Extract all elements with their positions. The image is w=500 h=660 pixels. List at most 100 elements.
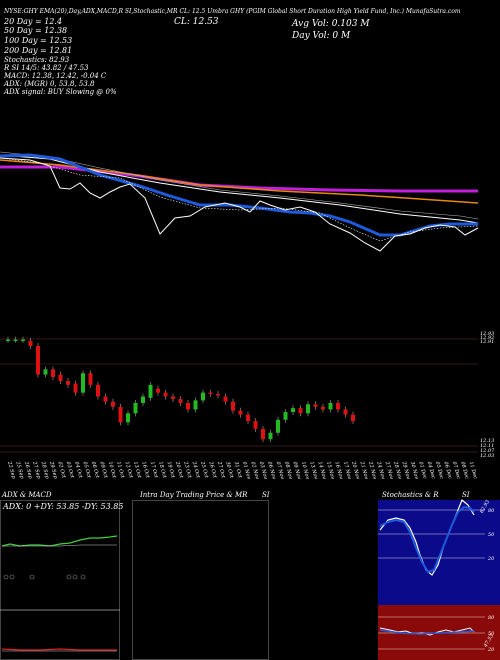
date-tick-label: 10 Nov bbox=[300, 461, 311, 480]
candle bbox=[343, 409, 348, 415]
date-tick-label: 26 Oct bbox=[207, 460, 218, 480]
date-tick-label: 11 Oct bbox=[115, 461, 125, 480]
candle bbox=[73, 383, 78, 393]
candle bbox=[246, 414, 250, 422]
rsi-axis-80: 80 bbox=[488, 615, 495, 621]
date-tick-label: 16 Nov bbox=[333, 461, 344, 480]
date-tick-label: 02 Nov bbox=[249, 461, 260, 480]
date-tick-label: 25 Oct bbox=[199, 460, 210, 480]
macd-line bbox=[1, 648, 117, 651]
date-tick-label: 08 Dec bbox=[459, 461, 469, 480]
price-axis-bottom-1: 12.13 bbox=[480, 438, 495, 444]
date-tick-label: 13 Oct bbox=[132, 461, 142, 480]
ema20-label: 20 Day = 12.4 bbox=[4, 17, 63, 26]
price-axis-top-1: 12.93 bbox=[480, 331, 495, 337]
price-axis-bottom-3: 12.07 bbox=[480, 448, 495, 454]
candle bbox=[261, 428, 265, 440]
date-tick-label: 12 Oct bbox=[124, 461, 134, 480]
stoch-axis-80: 80 bbox=[488, 508, 495, 514]
date-tick-label: 07 Nov bbox=[275, 461, 286, 480]
adx-panel-title: ADX & MACD bbox=[2, 491, 52, 499]
candle bbox=[111, 401, 115, 407]
stochastic-d-line bbox=[379, 505, 475, 574]
candle bbox=[81, 373, 85, 393]
date-tick-label: 06 Oct bbox=[90, 461, 100, 480]
date-tick-label: 17 Nov bbox=[342, 461, 353, 480]
stoch-label: Stochastics: 82.93 bbox=[4, 56, 70, 64]
adx-label: ADX: (MGR) 0, 53.8, 53.8 bbox=[4, 80, 95, 88]
chart-header: NYSE:GHY EMA(20),Day,ADX,MACD,R SI,Stoch… bbox=[4, 8, 461, 15]
ema100-label: 100 Day = 12.53 bbox=[4, 36, 73, 45]
adx-values: ADX: 0 +DY: 53.85 -DY: 53.85 bbox=[3, 502, 124, 511]
adx-small-circles bbox=[3, 574, 86, 580]
candle bbox=[156, 388, 160, 393]
date-tick-label: 29 Nov bbox=[400, 460, 411, 480]
rsi-signal-line bbox=[379, 629, 475, 635]
candle bbox=[298, 408, 303, 414]
price-axis-bottom-4: 12.03 bbox=[480, 453, 495, 459]
date-tick-label: 09 Oct bbox=[98, 461, 108, 480]
date-tick-label: 17 Oct bbox=[149, 461, 159, 480]
candle bbox=[216, 393, 220, 396]
date-tick-label: 16 Oct bbox=[140, 461, 150, 480]
date-tick-label: 01 Nov bbox=[241, 461, 252, 480]
date-tick-label: 01 Dec bbox=[417, 461, 427, 480]
candle bbox=[21, 339, 25, 342]
date-tick-label: 20 Oct bbox=[174, 460, 185, 480]
date-tick-label: 28 Nov bbox=[392, 460, 403, 480]
candle bbox=[283, 412, 288, 420]
avg-vol-label: Avg Vol: 0.103 M bbox=[292, 19, 370, 29]
date-tick-label: 23 Oct bbox=[182, 460, 193, 480]
price-dotted-line bbox=[0, 157, 479, 242]
candle bbox=[171, 396, 175, 400]
date-tick-label: 10 Oct bbox=[107, 461, 117, 480]
date-tick-label: 07 Dec bbox=[451, 461, 461, 480]
date-tick-label: 27 Oct bbox=[216, 460, 227, 480]
date-tick-label: 21 Nov bbox=[358, 460, 369, 480]
date-tick-label: 03 Nov bbox=[258, 461, 269, 480]
date-tick-label: 27 Sep bbox=[31, 460, 42, 480]
date-tick-label: 28 Sep bbox=[39, 460, 50, 480]
price-line bbox=[0, 157, 479, 252]
date-tick-label: 13 Nov bbox=[308, 461, 319, 480]
date-tick-label: 15 Nov bbox=[325, 461, 336, 480]
date-tick-label: 25 Sep bbox=[14, 460, 25, 480]
day-vol-label: Day Vol: 0 M bbox=[292, 31, 351, 41]
price-axis-bottom-2: 12.11 bbox=[480, 443, 495, 449]
close-label: CL: 12.53 bbox=[174, 17, 219, 27]
candle bbox=[58, 374, 63, 381]
date-tick-label: 06 Nov bbox=[266, 461, 277, 480]
candle bbox=[163, 392, 168, 397]
date-tick-label: 24 Oct bbox=[190, 460, 201, 480]
date-tick-label: 03 Oct bbox=[65, 461, 75, 480]
date-tick-label: 24 Nov bbox=[375, 460, 386, 480]
date-tick-label: 19 Oct bbox=[166, 461, 176, 480]
date-tick-label: 27 Nov bbox=[383, 460, 394, 480]
ema50-outer-line bbox=[0, 151, 479, 220]
date-tick-label: 14 Nov bbox=[317, 461, 328, 480]
date-tick-label: 02 Oct bbox=[56, 461, 66, 480]
candle bbox=[103, 396, 108, 402]
candle bbox=[66, 380, 70, 385]
candle bbox=[321, 406, 325, 410]
candles-group bbox=[6, 336, 355, 443]
candle bbox=[201, 392, 205, 401]
date-tick-label: 26 Sep bbox=[23, 460, 34, 480]
date-tick-label: 30 Oct bbox=[224, 461, 234, 480]
date-tick-label: 29 Sep bbox=[48, 460, 59, 480]
price-axis-top-2: 12.92 bbox=[480, 335, 495, 341]
candle bbox=[231, 401, 235, 411]
candle bbox=[6, 339, 10, 342]
date-tick-label: 31 Oct bbox=[233, 461, 243, 480]
stoch-axis-50: 50 bbox=[488, 532, 495, 538]
price-axis-top-3: 12.91 bbox=[480, 339, 495, 345]
candle bbox=[51, 369, 55, 378]
date-tick-label: 30 Nov bbox=[409, 461, 420, 480]
candle bbox=[43, 369, 48, 375]
candle bbox=[118, 406, 123, 423]
candle bbox=[253, 421, 258, 429]
